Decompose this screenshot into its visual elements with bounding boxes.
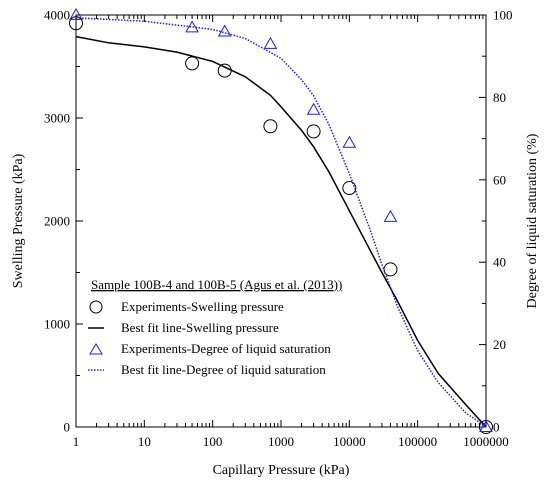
saturation-data-point	[69, 7, 83, 20]
left-y-axis-title: Swelling Pressure (kPa)	[11, 153, 26, 288]
saturation-data-point	[306, 102, 321, 115]
legend-circle-marker	[89, 300, 103, 314]
tick-marks	[75, 14, 487, 428]
y-left-tick-label: 3000	[44, 111, 70, 126]
y-right-tick-label: 20	[493, 337, 506, 352]
tick-labels: 1 10 100 1000 10000 100000 1000000010002000300…	[44, 8, 513, 450]
legend-entry-3: Experiments-Degree of liquid saturation	[121, 341, 331, 356]
y-left-tick-label: 0	[64, 420, 71, 435]
y-left-tick-label: 1000	[44, 317, 70, 332]
legend-entry-4: Best fit line-Degree of liquid saturatio…	[121, 362, 326, 377]
swelling-data-point	[383, 262, 398, 277]
y-right-tick-label: 80	[493, 90, 506, 105]
swelling-data-point	[342, 181, 357, 196]
swelling-data-point	[306, 124, 321, 139]
y-right-tick-label: 40	[493, 255, 506, 270]
swelling-data-point	[69, 16, 83, 31]
saturation-fit-line	[75, 17, 487, 428]
saturation-data-point	[185, 20, 199, 33]
saturation-data-point	[383, 209, 398, 222]
saturation-data-point	[342, 135, 357, 148]
saturation-data-point	[217, 24, 232, 37]
legend: Sample 100B-4 and 100B-5 (Agus et al. (2…	[88, 277, 342, 377]
series-layer	[69, 7, 493, 434]
x-tick-label: 100	[203, 434, 223, 449]
x-tick-label: 1000	[268, 434, 294, 449]
legend-entry-1: Experiments-Swelling pressure	[121, 299, 284, 314]
y-right-tick-label: 60	[493, 172, 506, 187]
saturation-data-point	[479, 419, 493, 432]
right-y-axis-title: Degree of liquid saturation (%)	[525, 133, 540, 308]
x-tick-label: 10	[138, 434, 151, 449]
swelling-data-point	[263, 119, 278, 134]
x-tick-label: 10000	[333, 434, 366, 449]
x-tick-label: 1	[73, 434, 80, 449]
x-tick-label: 1000000	[463, 434, 509, 449]
legend-title: Sample 100B-4 and 100B-5 (Agus et al. (2…	[91, 277, 342, 292]
y-right-tick-label: 100	[493, 8, 513, 23]
y-left-tick-label: 2000	[44, 214, 70, 229]
y-right-tick-label: 0	[493, 420, 500, 435]
legend-triangle-marker	[89, 343, 103, 355]
x-tick-label: 100000	[398, 434, 437, 449]
x-axis-title: Capillary Pressure (kPa)	[213, 463, 350, 478]
legend-entry-2: Best fit line-Swelling pressure	[121, 320, 279, 335]
swelling-data-point	[185, 56, 200, 71]
saturation-data-point	[263, 36, 278, 49]
y-left-tick-label: 4000	[44, 8, 70, 23]
swelling-data-point	[217, 63, 232, 78]
swelling-fit-line	[75, 35, 487, 428]
